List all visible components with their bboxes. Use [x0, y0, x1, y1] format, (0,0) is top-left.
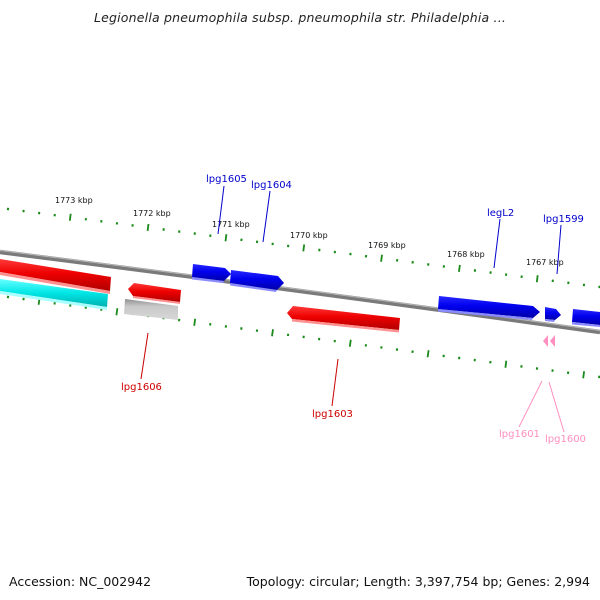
gene-feature-lpg1606-shadow [133, 296, 180, 304]
major-tick [146, 223, 150, 232]
leader-lpg1599 [556, 224, 562, 275]
accession-text: Accession: NC_002942 [9, 574, 152, 589]
backbone-arc [0, 249, 600, 335]
label-leader-lines [140, 185, 565, 433]
gene-feature-legL2-shadow [438, 309, 533, 320]
leader-lpg1606 [140, 332, 149, 380]
tick-labels: 1773 kbp 1772 kbp 1771 kbp 1770 kbp 1769… [55, 196, 564, 267]
gene-label-lpg1604[interactable]: lpg1604 [251, 180, 292, 191]
gene-feature-red-left-shadow [0, 272, 110, 294]
leader-lpg1604 [262, 190, 271, 243]
gene-feature-lpg1605-shadow [192, 277, 224, 283]
topology-text: Topology: circular; Length: 3,397,754 bp… [246, 574, 590, 589]
gene-feature-lpg1599[interactable] [545, 307, 561, 320]
outer-feature-track [0, 259, 600, 327]
major-tick [302, 244, 306, 252]
gene-feature-blue-right[interactable] [572, 309, 600, 325]
gene-feature-lpg1603-shadow [292, 319, 399, 333]
gene-feature-lpg1604-shadow [230, 283, 277, 292]
tick-label-1770: 1770 kbp [290, 231, 328, 240]
major-tick [458, 264, 461, 273]
major-tick [68, 213, 72, 221]
leader-lpg1605 [217, 185, 225, 235]
gene-feature-red-left[interactable] [0, 259, 111, 291]
gene-label-lpg1599[interactable]: lpg1599 [543, 214, 584, 225]
gene-feature-lpg1603[interactable] [287, 306, 400, 330]
gene-feature-lpg1605[interactable] [192, 264, 231, 281]
gene-feature-lpg1601[interactable] [543, 335, 548, 347]
backbone-highlight [0, 250, 600, 331]
leader-lpg1601 [518, 380, 543, 428]
pseudo-feature-gray[interactable] [124, 299, 178, 320]
leader-legL2 [493, 218, 501, 269]
major-tick [348, 339, 352, 347]
major-tick [271, 329, 274, 337]
map-title: Legionella pneumophila subsp. pneumophil… [93, 10, 507, 25]
gene-label-lpg1601[interactable]: lpg1601 [499, 429, 540, 440]
major-tick [535, 275, 539, 283]
gene-feature-lpg1600[interactable] [550, 335, 555, 347]
tick-label-1773: 1773 kbp [55, 196, 93, 205]
tick-label-1769: 1769 kbp [368, 241, 406, 250]
major-tick [504, 360, 508, 368]
tick-label-1768: 1768 kbp [447, 250, 485, 259]
gene-label-lpg1605[interactable]: lpg1605 [206, 174, 247, 185]
gene-label-lpg1606[interactable]: lpg1606 [121, 382, 162, 393]
major-tick [426, 350, 430, 358]
tick-label-1767: 1767 kbp [526, 258, 564, 267]
tick-label-1771: 1771 kbp [212, 220, 250, 229]
gene-feature-lpg1599-shadow [545, 319, 555, 322]
gene-label-lpg1600[interactable]: lpg1600 [545, 434, 586, 445]
tick-track-outer [6, 207, 600, 289]
gene-feature-lpg1604[interactable] [230, 270, 284, 290]
cyan-feature-left[interactable] [0, 279, 108, 307]
gene-label-lpg1603[interactable]: lpg1603 [312, 409, 353, 420]
gene-feature-lpg1606[interactable] [128, 283, 181, 302]
cyan-feature-left-shadow [0, 291, 107, 310]
major-tick [193, 318, 197, 326]
major-tick [115, 308, 119, 316]
gene-feature-blue-right-shadow [572, 322, 600, 327]
leader-lpg1603 [331, 358, 339, 407]
tick-label-1772: 1772 kbp [133, 209, 171, 218]
major-tick [380, 254, 383, 262]
major-tick [582, 371, 585, 379]
gene-labels: lpg1605 lpg1604 legL2 lpg1599 lpg1606 lp… [121, 174, 586, 445]
gene-label-legL2[interactable]: legL2 [487, 208, 514, 219]
inner-feature-track [0, 279, 555, 347]
leader-lpg1600 [548, 381, 565, 433]
major-tick [224, 234, 228, 242]
gene-feature-legL2[interactable] [438, 296, 540, 318]
